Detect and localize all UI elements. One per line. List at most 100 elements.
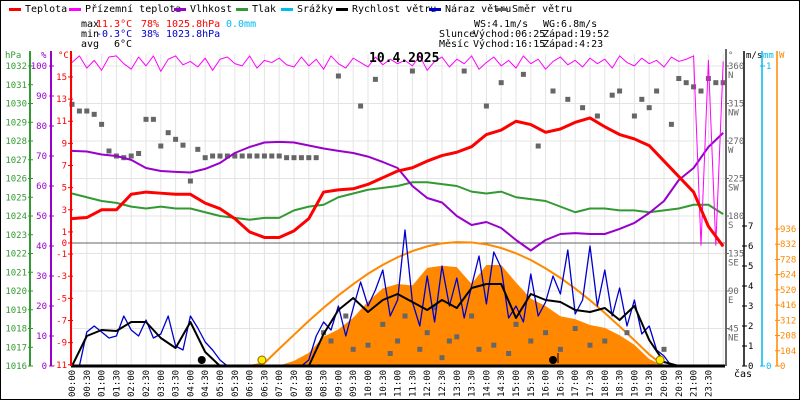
wind-direction-point — [417, 346, 423, 352]
stat-avg-temp: 6°C — [114, 39, 133, 50]
wind-direction-point — [380, 321, 386, 327]
wind-direction-point — [165, 130, 171, 136]
x-tick-label: 04:00 — [186, 370, 196, 397]
x-tick-label: 08:00 — [305, 370, 315, 397]
wind-direction-point — [705, 76, 711, 82]
solar-tick-label: 416 — [780, 301, 796, 311]
direction-tick-label: 270 — [728, 137, 744, 147]
temperature-tick-label: 3 — [62, 206, 67, 216]
wind-direction-point — [128, 153, 134, 159]
x-tick-label: 05:30 — [231, 370, 241, 397]
x-tick-label: 07:00 — [275, 370, 285, 397]
temperature-tick-label: 7 — [62, 162, 67, 172]
humidity-tick-label: 80 — [36, 122, 47, 132]
x-tick-label: 03:30 — [172, 370, 182, 397]
wind-speed-line — [71, 283, 724, 367]
stat-max-temp: 11.3°C — [96, 19, 133, 30]
wind-direction-point — [631, 113, 637, 119]
sunset-marker — [655, 355, 665, 365]
solar-theoretical-line — [249, 241, 665, 367]
legend-swatch — [174, 8, 186, 11]
x-tick-label: 10:00 — [364, 370, 374, 397]
humidity-line — [71, 132, 724, 252]
x-tick-label: 18:30 — [616, 370, 626, 397]
direction-unit: ° — [728, 51, 733, 61]
pressure-tick-label: 1020 — [5, 287, 27, 297]
wind-direction-point — [491, 342, 497, 348]
stat-max-humidity: 78% — [141, 19, 160, 30]
wind-direction-point — [446, 338, 452, 344]
direction-compass-label: SW — [728, 184, 739, 194]
direction-compass-label: NE — [728, 334, 739, 344]
temperature-tick-label: -7 — [56, 316, 67, 326]
direction-tick-label: 45 — [728, 325, 739, 335]
x-tick-label: 01:30 — [112, 370, 122, 397]
humidity-tick-label: 0 — [42, 362, 47, 372]
legend-label: Směr větru — [512, 4, 573, 15]
wind-direction-point — [498, 80, 504, 86]
legend-swatch — [336, 8, 348, 11]
legend-swatch — [236, 8, 248, 11]
sun-label: Slunce — [439, 29, 476, 40]
wind-direction-point — [609, 92, 615, 98]
humidity-tick-label: 90 — [36, 92, 47, 102]
wind-direction-point — [269, 153, 275, 159]
wind-gust-line — [72, 229, 724, 367]
temperature-tick-label: 11 — [56, 117, 67, 127]
wind-direction-point — [224, 153, 230, 159]
pressure-tick-label: 1027 — [5, 156, 27, 166]
solar-tick-label: 312 — [780, 316, 796, 326]
solar-tick-label: 832 — [780, 240, 796, 250]
pressure-tick-label: 1024 — [5, 212, 27, 222]
apparent-temperature-line — [71, 55, 724, 246]
x-tick-label: 15:30 — [527, 370, 537, 397]
wind-direction-point — [654, 88, 660, 94]
stat-min-humidity: 38% — [141, 29, 160, 40]
temperature-tick-label: -5 — [56, 294, 67, 304]
legend-swatch — [9, 8, 21, 11]
stat-min-pressure: 1023.8hPa — [166, 29, 221, 40]
rain-unit: mm — [763, 51, 774, 61]
pressure-line — [71, 181, 724, 221]
wind-direction-point — [557, 346, 563, 352]
wind-direction-point — [106, 148, 112, 154]
humidity-tick-label: 70 — [36, 152, 47, 162]
wind-direction-point — [402, 313, 408, 319]
wind-tick-label: 1 — [748, 342, 753, 352]
wind-direction-point — [328, 338, 334, 344]
humidity-tick-label: 30 — [36, 272, 47, 282]
wind-unit: m/s — [746, 51, 762, 61]
temperature-tick-label: 5 — [62, 184, 67, 194]
wind-direction-point — [713, 80, 719, 86]
wind-direction-point — [217, 153, 223, 159]
wind-direction-point — [676, 76, 682, 82]
wind-direction-point — [520, 71, 526, 77]
wind-direction-point — [291, 155, 297, 161]
rain-tick-label: 0 — [766, 362, 771, 372]
stat-max-pressure: 1025.8hPa — [166, 19, 221, 30]
direction-compass-label: NW — [728, 109, 739, 119]
x-tick-label: 11:00 — [394, 370, 404, 397]
moon-label: Měsíc — [439, 39, 470, 50]
legend-label: Vlhkost — [190, 4, 233, 15]
wind-direction-point — [358, 103, 364, 109]
wind-direction-point — [343, 313, 349, 319]
solar-tick-label: 936 — [780, 225, 796, 235]
wind-direction-point — [565, 96, 571, 102]
pressure-tick-label: 1030 — [5, 100, 27, 110]
x-tick-label: 19:30 — [645, 370, 655, 397]
wind-tick-label: 0 — [748, 362, 753, 372]
stat-min-temp: -0.3°C — [96, 29, 133, 40]
pressure-tick-label: 1029 — [5, 118, 27, 128]
x-tick-label: 17:00 — [571, 370, 581, 397]
temperature-tick-label: 13 — [56, 95, 67, 105]
wind-direction-point — [476, 346, 482, 352]
pressure-tick-label: 1023 — [5, 231, 27, 241]
solar-unit: W — [779, 51, 785, 61]
wind-direction-point — [624, 330, 630, 336]
stat-max-rain: 0.0mm — [226, 19, 257, 30]
x-tick-label: 23:30 — [704, 370, 714, 397]
wind-tick-label: 2 — [748, 322, 753, 332]
x-tick-label: 15:00 — [512, 370, 522, 397]
humidity-tick-label: 40 — [36, 242, 47, 252]
